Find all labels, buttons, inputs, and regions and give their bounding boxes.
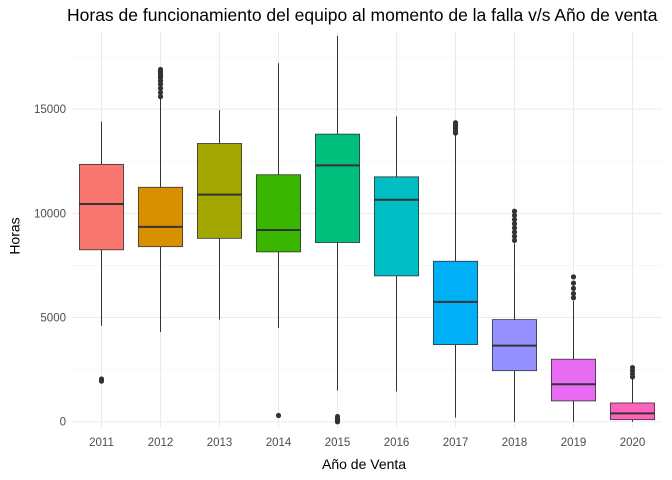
box-2020 <box>609 402 656 421</box>
outlier-point <box>157 89 164 96</box>
x-tick-label: 2011 <box>89 437 114 449</box>
box-2012 <box>137 186 184 248</box>
outlier-point <box>275 412 282 419</box>
outlier-point <box>452 120 459 126</box>
x-tick-label: 2013 <box>207 437 233 449</box>
outlier-point <box>570 280 577 286</box>
x-axis-title: Año de Venta <box>322 456 407 472</box>
outlier-point <box>511 237 518 244</box>
box-2016 <box>373 176 420 277</box>
box-2014 <box>255 174 302 253</box>
outlier-point <box>570 290 577 297</box>
x-tick-label: 2020 <box>620 437 646 449</box>
outlier-point <box>157 94 164 100</box>
y-tick-label: 10000 <box>34 208 66 220</box>
outlier-point <box>629 364 636 371</box>
outlier-point <box>511 212 518 219</box>
x-tick-label: 2016 <box>384 437 410 449</box>
outlier-point <box>334 413 341 420</box>
x-tick-label: 2019 <box>561 437 587 449</box>
box-2019 <box>550 358 597 402</box>
x-tick-label: 2012 <box>148 437 174 449</box>
box-2013 <box>196 143 243 239</box>
outlier-point <box>570 274 577 280</box>
outlier-point <box>511 229 518 235</box>
x-tick-label: 2018 <box>502 437 528 449</box>
box-2015 <box>314 133 361 243</box>
box-2017 <box>432 260 479 346</box>
outlier-point <box>157 85 164 91</box>
outlier-point <box>98 376 105 382</box>
x-tick-label: 2017 <box>443 437 469 449</box>
box-2011 <box>78 163 125 251</box>
outlier-point <box>511 208 518 214</box>
y-tick-label: 0 <box>60 417 66 429</box>
outlier-point <box>511 221 518 227</box>
chart-title: Horas de funcionamiento del equipo al mo… <box>67 5 658 25</box>
y-axis-title: Horas <box>6 217 23 255</box>
outlier-point <box>157 66 164 73</box>
x-tick-label: 2014 <box>266 437 292 449</box>
outlier-point <box>511 216 518 223</box>
outlier-point <box>570 285 577 291</box>
outlier-point <box>570 295 577 301</box>
y-tick-label: 5000 <box>40 313 66 325</box>
y-tick-label: 15000 <box>34 104 66 116</box>
x-tick-label: 2015 <box>325 437 351 449</box>
outlier-point <box>511 233 518 239</box>
outlier-point <box>511 225 518 231</box>
